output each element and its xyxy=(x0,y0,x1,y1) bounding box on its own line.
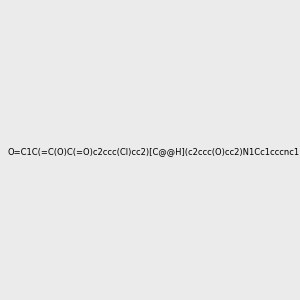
Text: O=C1C(=C(O)C(=O)c2ccc(Cl)cc2)[C@@H](c2ccc(O)cc2)N1Cc1cccnc1: O=C1C(=C(O)C(=O)c2ccc(Cl)cc2)[C@@H](c2cc… xyxy=(8,147,300,156)
